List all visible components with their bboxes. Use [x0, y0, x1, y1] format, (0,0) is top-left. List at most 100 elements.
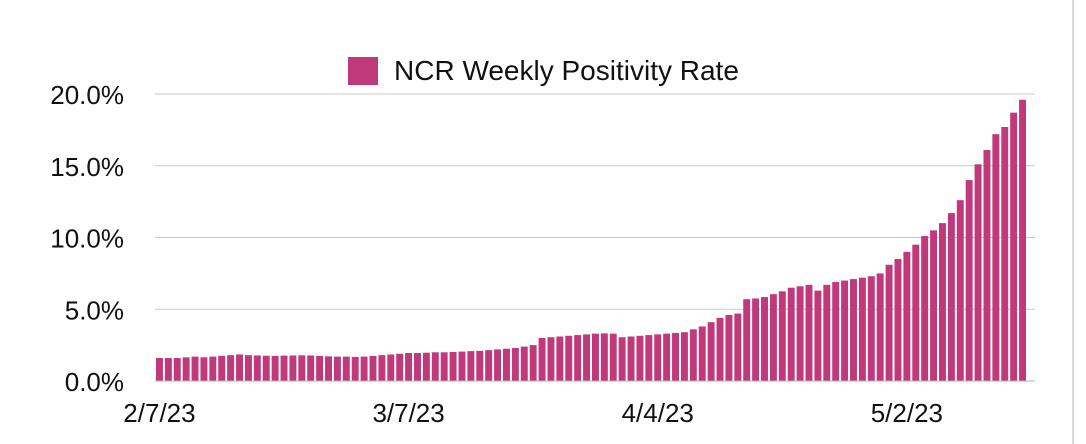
bar	[200, 357, 208, 381]
y-tick-label: 15.0%	[50, 152, 124, 182]
x-tick-label: 2/7/23	[123, 398, 195, 428]
bar	[867, 276, 875, 381]
bar	[449, 352, 457, 381]
bar	[511, 348, 519, 381]
bar	[672, 332, 679, 381]
x-tick-label: 5/2/23	[871, 398, 943, 428]
bar	[494, 349, 502, 381]
bar	[654, 334, 662, 381]
bar	[894, 259, 902, 381]
bar	[556, 336, 564, 381]
bar	[778, 291, 786, 381]
bar	[787, 287, 795, 381]
bar	[761, 297, 768, 381]
bar	[974, 164, 982, 381]
bar	[1010, 112, 1018, 381]
y-axis-tick-labels: 0.0% 5.0% 10.0% 15.0% 20.0%	[50, 80, 124, 397]
bar	[680, 332, 688, 381]
bar	[903, 251, 911, 381]
x-tick-label: 4/4/23	[622, 398, 694, 428]
bar	[316, 355, 324, 381]
bar	[164, 358, 172, 381]
bar	[173, 358, 181, 381]
bar	[360, 356, 368, 381]
bar	[476, 350, 484, 381]
bar	[227, 355, 235, 381]
bar	[289, 355, 297, 381]
legend-label: NCR Weekly Positivity Rate	[394, 55, 739, 86]
bar	[939, 223, 946, 381]
y-tick-label: 5.0%	[65, 295, 124, 325]
bar	[591, 333, 599, 381]
bar	[280, 355, 288, 381]
bar	[689, 329, 697, 381]
bar	[725, 314, 733, 381]
bar	[405, 353, 413, 381]
bar	[351, 356, 359, 381]
bar	[387, 354, 395, 381]
bar	[547, 337, 555, 381]
bar	[930, 230, 938, 381]
bar	[912, 244, 920, 381]
bar	[947, 213, 955, 381]
bar	[627, 336, 635, 381]
bar	[440, 352, 448, 381]
bar	[645, 335, 653, 381]
bar	[805, 284, 813, 381]
bar	[921, 236, 929, 381]
bar	[485, 350, 493, 381]
bar	[814, 290, 822, 381]
bar	[965, 180, 973, 381]
bar	[752, 298, 760, 381]
bar	[209, 356, 217, 381]
bar	[663, 333, 671, 381]
bar	[244, 355, 252, 381]
y-tick-label: 20.0%	[50, 80, 124, 110]
y-tick-label: 10.0%	[50, 224, 124, 254]
bars	[155, 99, 1027, 382]
bar	[707, 322, 715, 381]
bar	[236, 354, 243, 381]
bar	[565, 335, 573, 381]
bar	[431, 352, 439, 381]
bar	[333, 356, 341, 381]
bar	[1001, 127, 1009, 381]
bar	[520, 346, 528, 381]
bar	[574, 335, 582, 381]
bar	[182, 357, 190, 381]
bar	[583, 334, 591, 381]
bar	[271, 355, 279, 381]
bar	[325, 356, 332, 381]
bar	[191, 356, 199, 381]
bar	[414, 353, 421, 381]
bar	[992, 134, 1000, 381]
bar	[538, 337, 546, 381]
bar	[956, 200, 964, 381]
bar	[885, 264, 893, 381]
bar	[618, 337, 626, 381]
bar	[218, 355, 226, 381]
gridlines	[155, 93, 1035, 310]
bar	[983, 149, 991, 381]
bar	[467, 351, 475, 381]
bar	[369, 355, 377, 381]
bar	[253, 355, 261, 381]
bar	[743, 299, 751, 381]
bar	[529, 345, 537, 382]
bar	[858, 277, 866, 381]
x-tick-label: 3/7/23	[372, 398, 444, 428]
bar	[378, 355, 386, 381]
bar	[262, 355, 270, 381]
bar	[1019, 99, 1027, 382]
bar	[600, 333, 608, 381]
bar	[298, 355, 306, 381]
bar	[458, 351, 466, 381]
bar	[155, 358, 163, 381]
bar	[503, 348, 510, 381]
bar	[734, 313, 742, 381]
bar	[698, 326, 706, 381]
legend: NCR Weekly Positivity Rate	[348, 55, 739, 86]
bar	[422, 352, 430, 381]
